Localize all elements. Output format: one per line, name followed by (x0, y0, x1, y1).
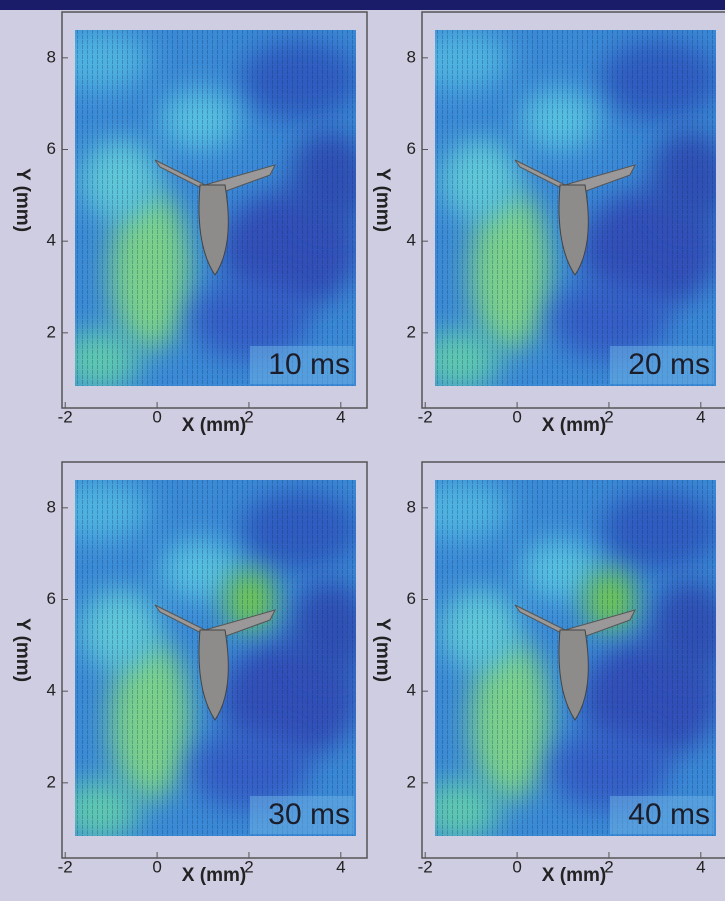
time-box (610, 796, 714, 834)
x-tick-label: 0 (512, 857, 521, 876)
frame (421, 11, 725, 409)
x-tick-label: -2 (58, 857, 73, 876)
x-tick-label: 2 (244, 857, 253, 876)
y-tick-label: 2 (407, 772, 416, 791)
y-tick-label: 8 (407, 47, 416, 66)
x-tick-label: 2 (244, 407, 253, 426)
y-tick-label: 4 (47, 681, 56, 700)
panel: -2 0 2 4 2 4 6 8 X (mm) Y (mm) 10 ms (12, 11, 368, 436)
time-label: 40 ms (628, 798, 710, 831)
y-tick-label: 6 (47, 589, 56, 608)
y-axis-label: Y (mm) (372, 168, 393, 232)
x-axis-label: X (mm) (182, 865, 246, 886)
x-tick-label: 4 (696, 857, 705, 876)
panel: -2 0 2 4 2 4 6 8 X (mm) Y (mm) 40 ms (372, 461, 725, 886)
y-tick-label: 4 (47, 231, 56, 250)
y-tick-label: 8 (407, 497, 416, 516)
x-tick-label: 0 (152, 857, 161, 876)
frame (421, 461, 725, 859)
flow-field (435, 30, 716, 386)
y-tick-label: 6 (407, 139, 416, 158)
insect-body (198, 629, 229, 721)
y-axis-label: Y (mm) (12, 618, 33, 682)
time-label: 30 ms (268, 798, 350, 831)
x-axis-label: X (mm) (542, 865, 606, 886)
frame (61, 11, 368, 409)
x-tick-label: 2 (604, 857, 613, 876)
y-tick-label: 8 (47, 497, 56, 516)
time-label: 20 ms (628, 348, 710, 381)
y-tick-label: 2 (47, 322, 56, 341)
x-tick-label: -2 (418, 857, 433, 876)
panel: -2 0 2 4 2 4 6 8 X (mm) Y (mm) 20 ms (372, 11, 725, 436)
flow-field (435, 480, 716, 836)
x-tick-label: 4 (336, 407, 345, 426)
x-tick-label: 4 (696, 407, 705, 426)
y-axis-label: Y (mm) (372, 618, 393, 682)
y-tick-label: 6 (407, 589, 416, 608)
y-tick-label: 2 (47, 772, 56, 791)
x-tick-label: 2 (604, 407, 613, 426)
x-tick-label: -2 (58, 407, 73, 426)
y-axis-label: Y (mm) (12, 168, 33, 232)
time-box (250, 346, 354, 384)
time-label: 10 ms (268, 348, 350, 381)
insect-body (558, 629, 589, 721)
frame (61, 461, 368, 859)
panel: -2 0 2 4 2 4 6 8 X (mm) Y (mm) 30 ms (12, 461, 368, 886)
time-box (610, 346, 714, 384)
x-tick-label: -2 (418, 407, 433, 426)
y-tick-label: 6 (47, 139, 56, 158)
x-axis-label: X (mm) (542, 415, 606, 436)
y-tick-label: 4 (407, 231, 416, 250)
y-tick-label: 4 (407, 681, 416, 700)
x-tick-label: 4 (336, 857, 345, 876)
insect-body (198, 184, 229, 276)
y-tick-label: 2 (407, 322, 416, 341)
x-tick-label: 0 (512, 407, 521, 426)
insect-body (558, 184, 589, 276)
time-box (250, 796, 354, 834)
x-axis-label: X (mm) (182, 415, 246, 436)
top-band (0, 0, 725, 10)
y-tick-label: 8 (47, 47, 56, 66)
x-tick-label: 0 (152, 407, 161, 426)
